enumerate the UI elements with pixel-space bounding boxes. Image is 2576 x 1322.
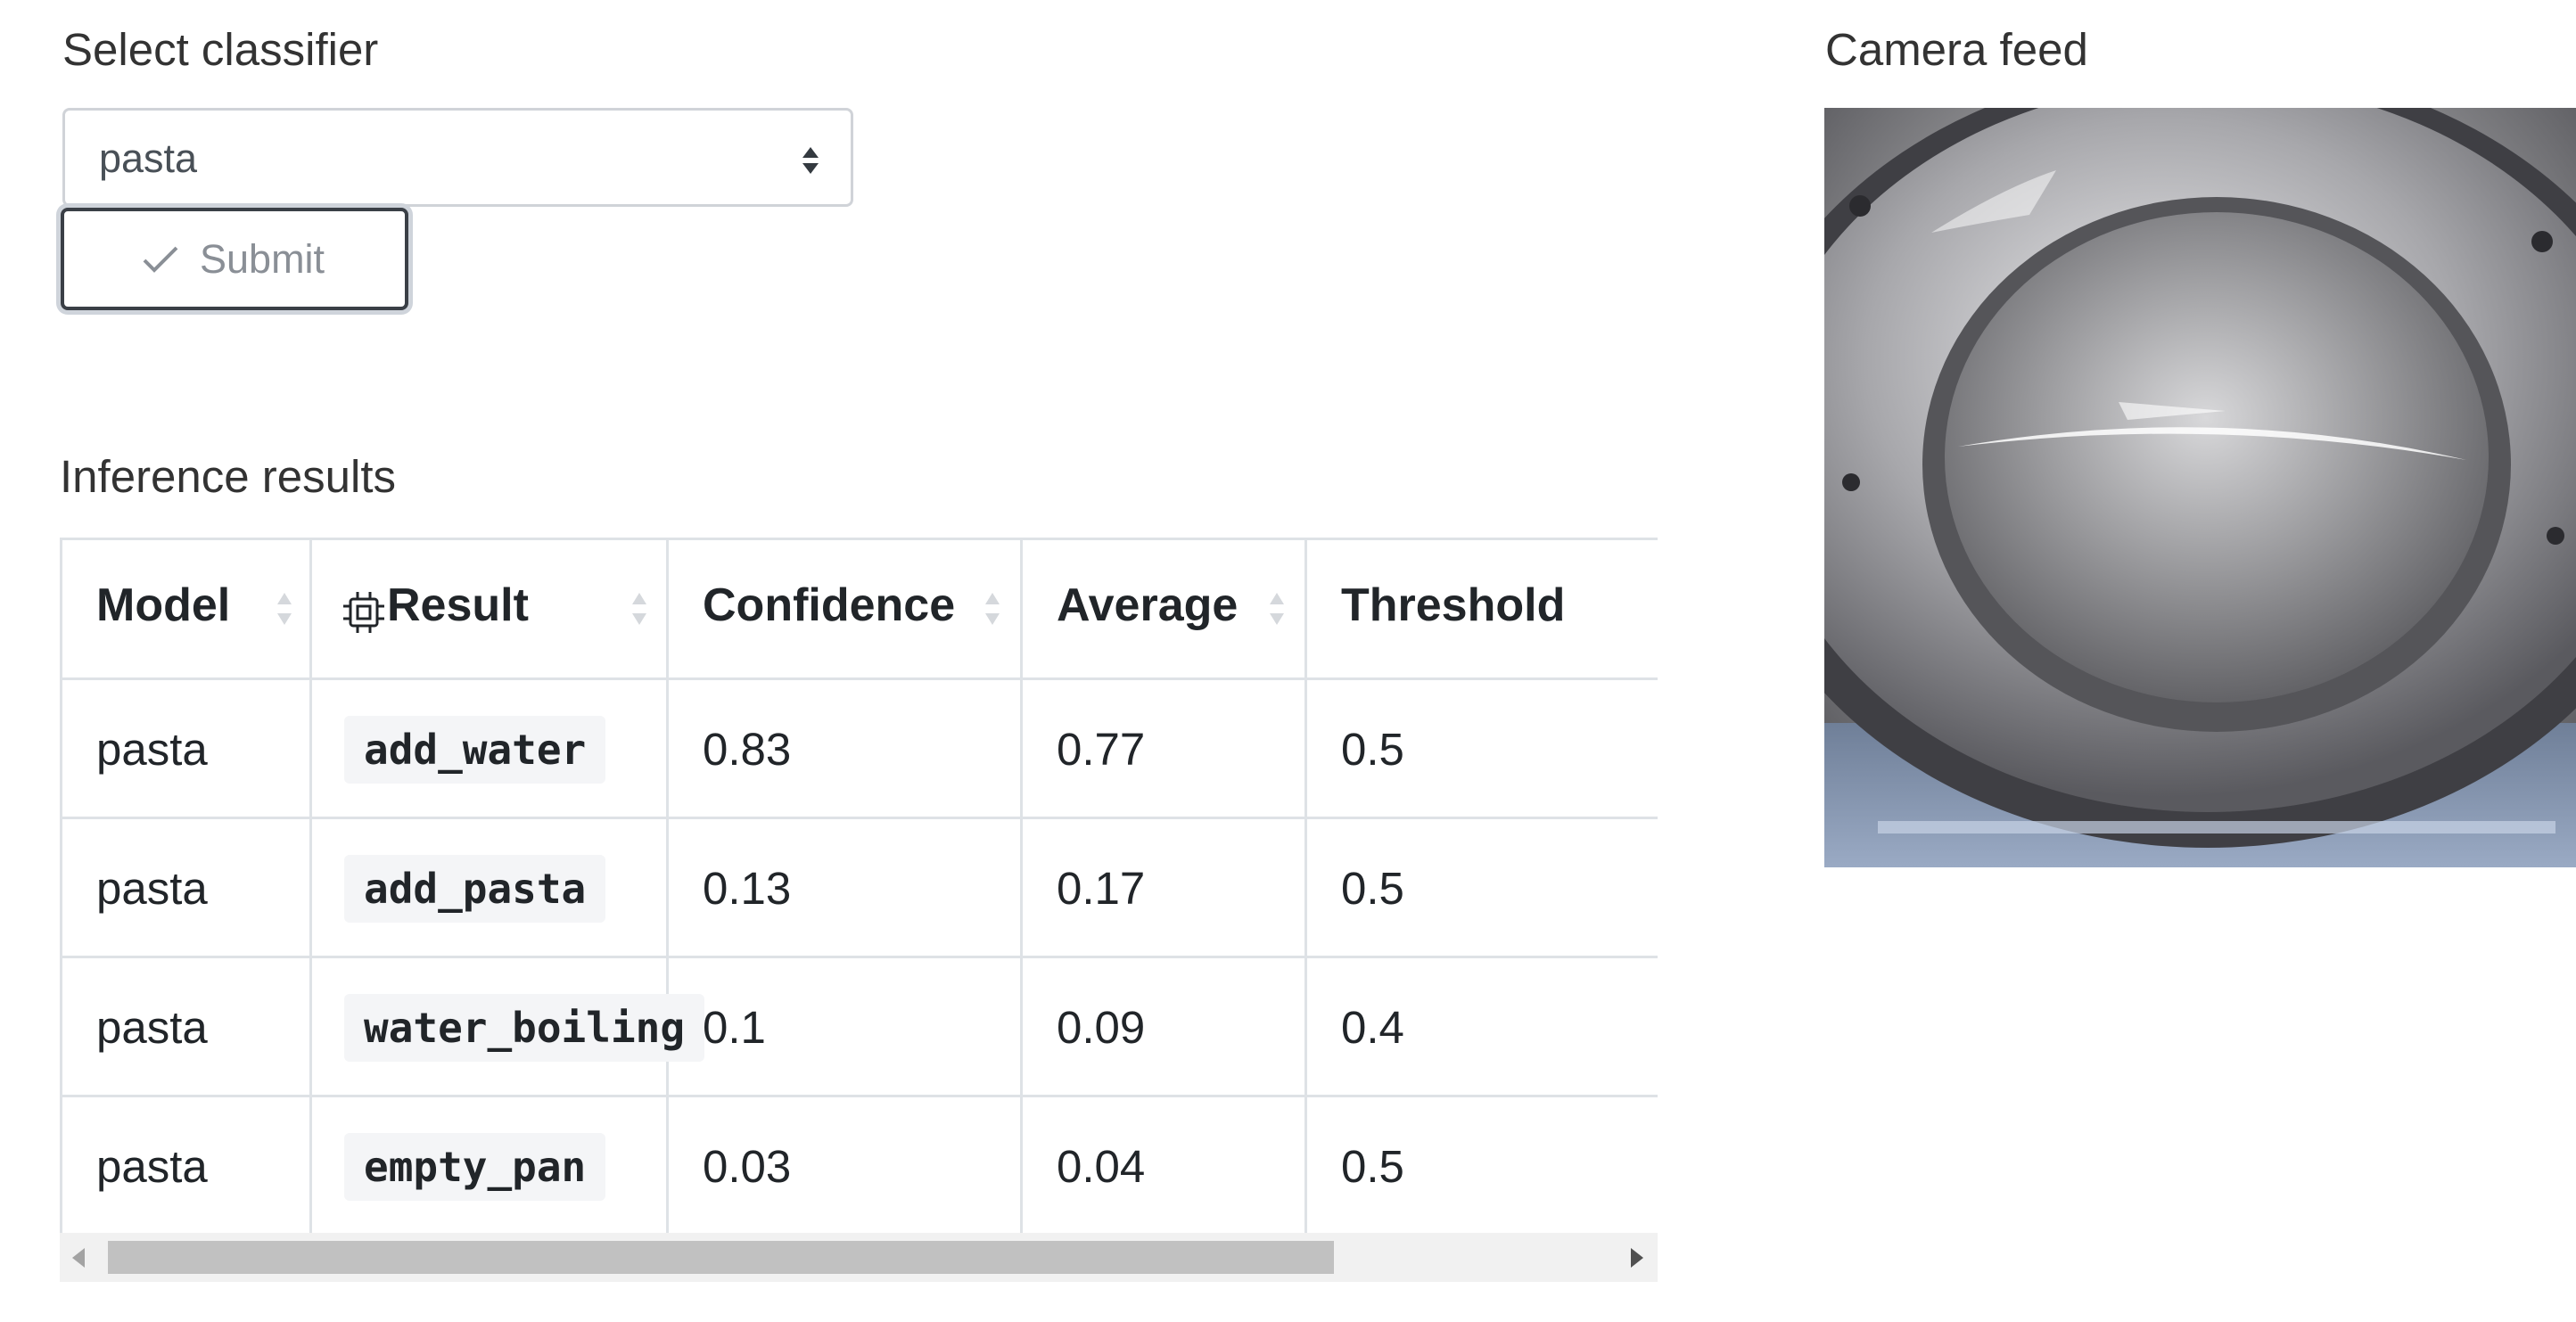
table-cell-threshold: 0.4 bbox=[1307, 958, 1658, 1097]
select-classifier-label: Select classifier bbox=[62, 24, 379, 75]
column-header-label: Confidence bbox=[703, 579, 956, 631]
table-cell-result: empty_pan bbox=[312, 1097, 669, 1233]
table-cell-model: pasta bbox=[62, 819, 312, 958]
table-cell-confidence: 0.83 bbox=[669, 680, 1023, 819]
table-cell-average: 0.04 bbox=[1023, 1097, 1307, 1233]
scrollbar-thumb[interactable] bbox=[108, 1241, 1334, 1274]
sort-icon[interactable] bbox=[983, 589, 1002, 628]
table-cell-model: pasta bbox=[62, 1097, 312, 1233]
confidence-value: 0.03 bbox=[703, 1141, 792, 1192]
model-value: pasta bbox=[96, 724, 208, 775]
classifier-select[interactable]: pasta bbox=[62, 108, 853, 207]
table-cell-result: water_boiling bbox=[312, 958, 705, 1097]
result-code: add_water bbox=[344, 716, 606, 784]
sort-icon[interactable] bbox=[630, 589, 649, 628]
column-header-label: Threshold bbox=[1341, 579, 1566, 631]
submit-button-label: Submit bbox=[200, 236, 325, 282]
result-code: empty_pan bbox=[344, 1133, 606, 1201]
model-value: pasta bbox=[96, 1141, 208, 1192]
model-value: pasta bbox=[96, 863, 208, 914]
camera-feed-image bbox=[1824, 108, 2576, 867]
column-header-label: Average bbox=[1057, 579, 1239, 631]
average-value: 0.17 bbox=[1057, 863, 1146, 914]
inference-results-table: Model Result bbox=[60, 538, 1658, 1233]
check-icon bbox=[143, 246, 178, 273]
camera-feed-label: Camera feed bbox=[1825, 24, 2088, 75]
table-cell-model: pasta bbox=[62, 958, 312, 1097]
table-cell-threshold: 0.5 bbox=[1307, 680, 1658, 819]
confidence-value: 0.83 bbox=[703, 724, 792, 775]
result-code: water_boiling bbox=[344, 994, 705, 1062]
table-cell-average: 0.17 bbox=[1023, 819, 1307, 958]
table-cell-threshold: 0.5 bbox=[1307, 1097, 1658, 1233]
column-header-result[interactable]: Result bbox=[312, 540, 669, 680]
table-cell-threshold: 0.5 bbox=[1307, 819, 1658, 958]
sort-icon[interactable] bbox=[275, 589, 294, 628]
submit-button[interactable]: Submit bbox=[61, 208, 408, 310]
table-horizontal-scrollbar[interactable] bbox=[60, 1233, 1658, 1282]
column-header-confidence[interactable]: Confidence bbox=[669, 540, 1023, 680]
table-cell-result: add_pasta bbox=[312, 819, 669, 958]
table-cell-confidence: 0.13 bbox=[669, 819, 1023, 958]
confidence-value: 0.1 bbox=[703, 1002, 766, 1053]
threshold-value: 0.4 bbox=[1341, 1002, 1404, 1053]
select-arrows-icon bbox=[802, 147, 819, 174]
average-value: 0.09 bbox=[1057, 1002, 1146, 1053]
column-header-average[interactable]: Average bbox=[1023, 540, 1307, 680]
threshold-value: 0.5 bbox=[1341, 863, 1404, 914]
table-cell-average: 0.77 bbox=[1023, 680, 1307, 819]
inference-results-label: Inference results bbox=[60, 451, 397, 502]
table-cell-model: pasta bbox=[62, 680, 312, 819]
inference-results-table-container: Model Result bbox=[60, 538, 1658, 1233]
table-cell-average: 0.09 bbox=[1023, 958, 1307, 1097]
scroll-left-arrow-icon[interactable] bbox=[72, 1248, 85, 1268]
table-cell-confidence: 0.1 bbox=[669, 958, 1023, 1097]
average-value: 0.04 bbox=[1057, 1141, 1146, 1192]
confidence-value: 0.13 bbox=[703, 863, 792, 914]
table-cell-result: add_water bbox=[312, 680, 669, 819]
result-code: add_pasta bbox=[344, 855, 606, 923]
classifier-select-value: pasta bbox=[99, 135, 198, 181]
column-header-label: Model bbox=[96, 579, 231, 631]
column-header-threshold[interactable]: Threshold bbox=[1307, 540, 1658, 680]
camera-feed-picture bbox=[1824, 108, 2576, 867]
threshold-value: 0.5 bbox=[1341, 1141, 1404, 1192]
sort-icon[interactable] bbox=[1267, 589, 1287, 628]
average-value: 0.77 bbox=[1057, 724, 1146, 775]
threshold-value: 0.5 bbox=[1341, 724, 1404, 775]
table-cell-confidence: 0.03 bbox=[669, 1097, 1023, 1233]
column-header-label: Result bbox=[387, 579, 529, 631]
column-header-model[interactable]: Model bbox=[62, 540, 312, 680]
scroll-right-arrow-icon[interactable] bbox=[1631, 1248, 1643, 1268]
cpu-chip-icon bbox=[343, 592, 384, 633]
model-value: pasta bbox=[96, 1002, 208, 1053]
